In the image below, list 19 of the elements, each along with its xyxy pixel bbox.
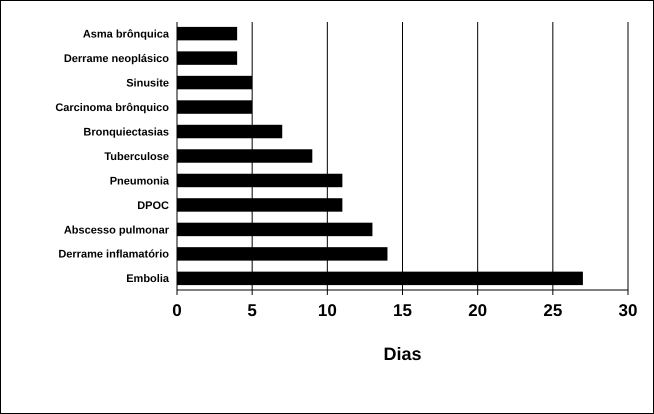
y-tick-label: Tuberculose [104,150,169,163]
x-tick-label: 5 [247,301,257,320]
x-tick-label: 20 [468,301,488,320]
y-tick-label: Derrame inflamatório [58,248,170,261]
y-tick-label: Bronquiectasias [83,126,169,138]
x-tick-label: 0 [172,301,182,320]
y-tick-label: Carcinoma brônquico [55,102,170,114]
y-tick-label: Embolia [126,273,170,286]
x-tick-label: 25 [543,301,562,320]
x-tick-label: 30 [618,301,638,320]
y-tick-label: Pneumonia [110,175,170,188]
y-tick-label: Abscesso pulmonar [64,224,170,236]
x-axis-title: Dias [383,344,422,364]
y-tick-label: DPOC [137,200,170,212]
y-tick-label: Sinusite [126,77,169,90]
y-tick-label: Asma brônquica [82,28,170,40]
x-tick-label: 15 [393,301,412,320]
y-tick-label: Derrame neoplásico [64,52,170,65]
x-tick-label: 10 [318,301,337,320]
